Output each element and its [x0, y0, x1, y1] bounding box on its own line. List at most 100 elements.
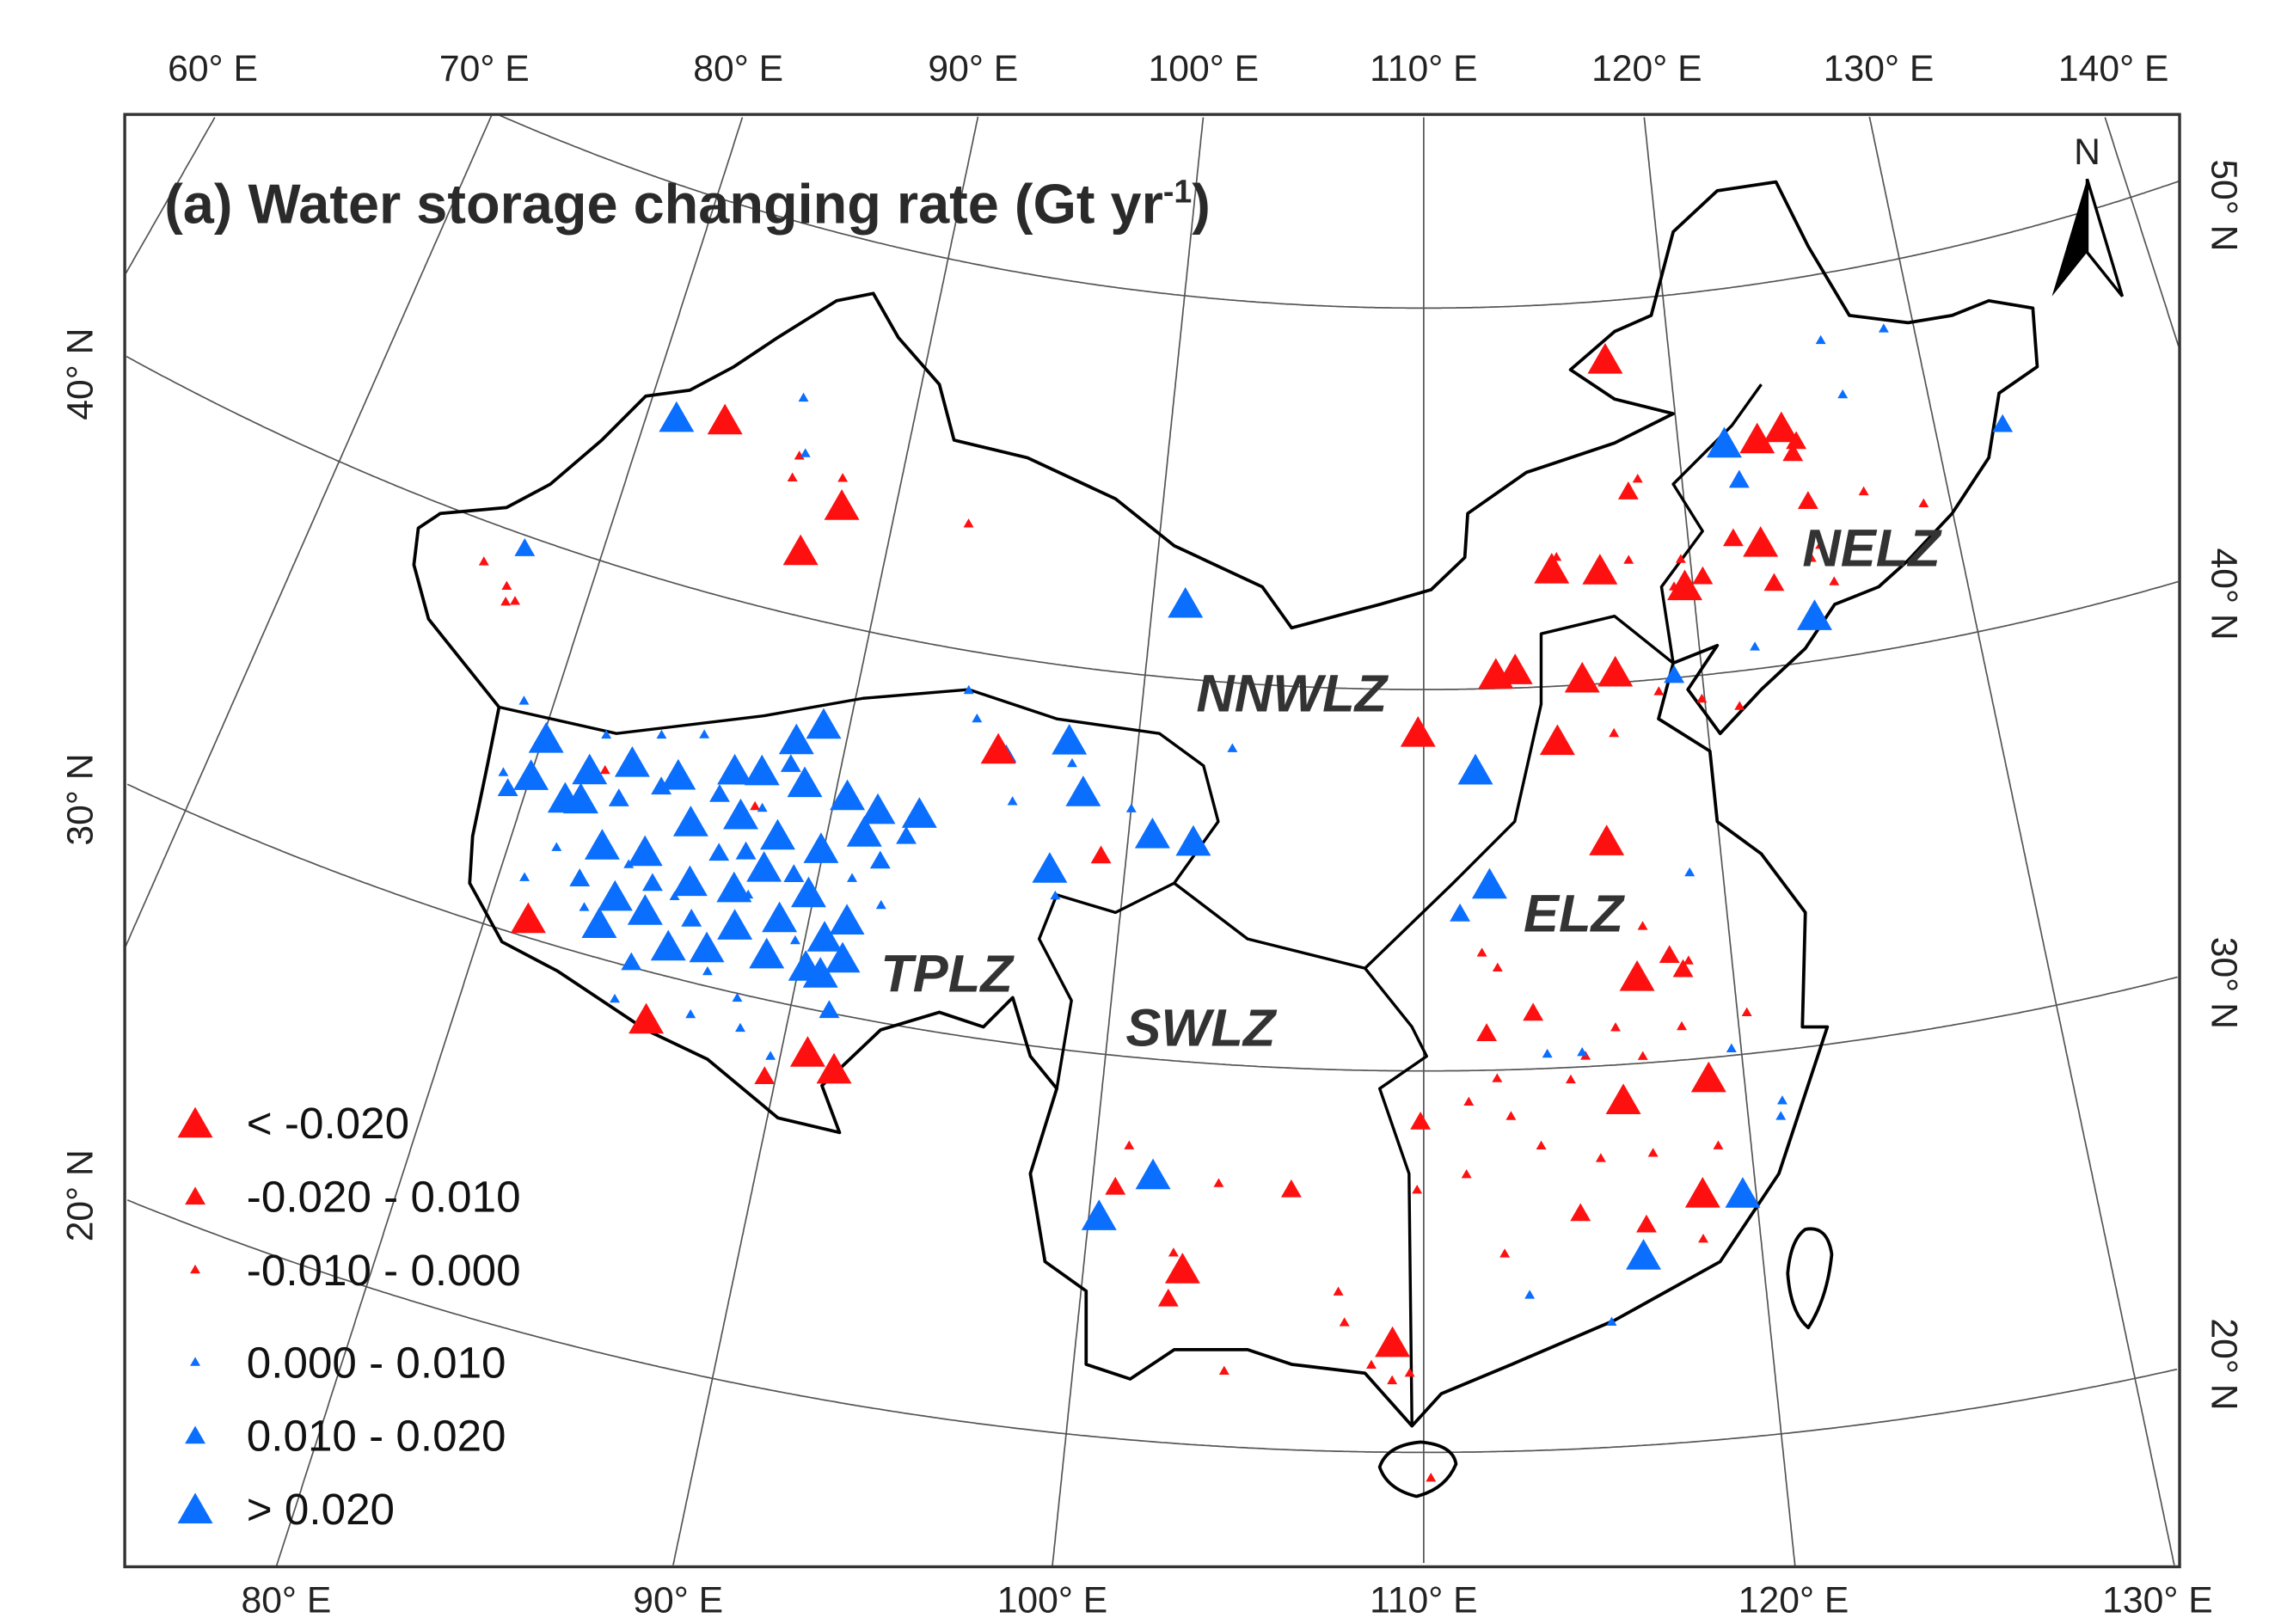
decrease-station-marker-r1: [1647, 1148, 1659, 1157]
increase-station-marker-b1: [685, 1008, 696, 1019]
decrease-station-marker-r1: [1213, 1178, 1224, 1187]
increase-station-marker-b3: [1471, 867, 1507, 899]
increase-station-marker-b3: [1135, 1158, 1171, 1190]
increase-station-marker-b1: [699, 729, 710, 738]
increase-station-marker-b2: [819, 1000, 840, 1019]
increase-station-marker-b3: [1175, 824, 1211, 856]
parallel-line: [126, 1199, 2178, 1454]
increase-station-marker-b2: [780, 754, 801, 772]
increase-station-marker-b3: [614, 746, 650, 777]
decrease-station-marker-r3: [510, 902, 546, 934]
parallel-line: [126, 355, 2179, 690]
decrease-station-marker-r3: [1539, 724, 1575, 756]
increase-station-marker-b3: [689, 931, 725, 963]
decrease-station-marker-r2: [1636, 1214, 1657, 1233]
decrease-station-marker-r1: [1463, 1096, 1475, 1106]
top-tick-label: 70° E: [439, 48, 530, 89]
left-tick-label: 20° N: [60, 1149, 101, 1241]
decrease-station-marker-r1: [510, 596, 521, 605]
left-axis-labels: 40° N 30° N 20° N: [60, 328, 101, 1242]
decrease-station-marker-r3: [1534, 552, 1570, 584]
increase-station-marker-b3: [660, 758, 696, 790]
legend-label: -0.010 - 0.000: [247, 1246, 521, 1295]
decrease-station-marker-r3: [789, 1036, 825, 1067]
decrease-station-marker-r3: [1743, 525, 1779, 557]
increase-station-marker-b3: [744, 754, 780, 786]
increase-station-marker-b3: [1168, 586, 1204, 618]
decrease-station-marker-r1: [1637, 921, 1648, 930]
increase-station-marker-b2: [735, 841, 757, 860]
decrease-station-marker-r1: [1741, 1007, 1752, 1016]
increase-station-marker-b3: [787, 766, 823, 798]
increase-station-marker-b2: [896, 825, 917, 844]
right-tick-label: 30° N: [2204, 937, 2245, 1029]
zone-boundary-tplz: [499, 688, 1220, 1089]
increase-station-marker-b3: [1796, 599, 1832, 630]
increase-station-marker-b1: [732, 992, 743, 1002]
title-superscript: -1: [1163, 173, 1192, 209]
increase-station-marker-b1: [1837, 389, 1849, 399]
left-tick-label: 30° N: [60, 753, 101, 845]
meridian-line: [1643, 117, 1796, 1567]
bottom-tick-label: 120° E: [1738, 1579, 1849, 1621]
decrease-station-marker-r2: [1672, 959, 1694, 977]
decrease-station-marker-r2: [754, 1066, 776, 1085]
decrease-station-marker-r1: [1333, 1286, 1344, 1296]
increase-station-marker-b3: [1706, 426, 1742, 458]
top-tick-label: 90° E: [928, 48, 1018, 89]
increase-station-marker-b1: [498, 767, 509, 776]
increase-station-marker-b3: [659, 401, 695, 432]
decrease-station-marker-r1: [1565, 1074, 1576, 1084]
decrease-station-marker-r3: [980, 732, 1016, 764]
increase-station-marker-b1: [1684, 867, 1696, 877]
decrease-station-marker-r1: [1675, 554, 1686, 563]
increase-station-marker-b2: [1664, 665, 1685, 683]
increase-station-marker-b1: [1606, 1316, 1617, 1326]
increase-station-marker-b3: [650, 929, 686, 961]
increase-station-marker-b1: [1750, 641, 1761, 651]
decrease-station-marker-r1: [478, 556, 489, 566]
increase-station-marker-b1: [1577, 1046, 1588, 1057]
decrease-station-marker-r1: [794, 450, 805, 460]
decrease-station-marker-r3: [782, 534, 819, 566]
decrease-station-marker-r1: [1595, 1153, 1606, 1162]
increase-station-marker-b2: [1450, 903, 1471, 922]
increase-station-marker-b1: [1775, 1111, 1787, 1120]
increase-station-marker-b3: [528, 721, 564, 753]
legend: < -0.020 -0.020 - 0.010 -0.010 - 0.000 0…: [177, 1099, 521, 1534]
decrease-station-marker-r1: [1218, 1365, 1229, 1375]
decrease-station-marker-r2: [1797, 491, 1818, 509]
decrease-station-marker-r1: [501, 580, 512, 591]
top-tick-label: 110° E: [1370, 48, 1477, 89]
decrease-station-marker-r2: [1410, 1111, 1432, 1130]
increase-station-marker-b3: [716, 871, 752, 903]
decrease-station-marker-r1: [1461, 1168, 1472, 1179]
decrease-station-marker-r1: [1918, 498, 1929, 508]
legend-item: -0.010 - 0.000: [190, 1246, 521, 1295]
decrease-station-marker-r1: [1698, 1234, 1709, 1243]
parallel-line: [499, 114, 2179, 309]
increase-station-marker-b1: [765, 1051, 776, 1060]
decrease-station-marker-r3: [1582, 554, 1618, 585]
increase-station-marker-b2: [497, 778, 518, 797]
parallel-line: [126, 783, 2178, 1072]
top-tick-label: 130° E: [1824, 48, 1935, 89]
decrease-station-marker-r3: [1684, 1177, 1720, 1208]
increase-station-marker-b1: [551, 842, 562, 851]
increase-station-marker-b1: [656, 729, 667, 739]
increase-station-marker-b1: [610, 993, 620, 1003]
meridian-line: [125, 117, 216, 274]
increase-station-marker-b3: [803, 832, 839, 863]
station-markers: [478, 323, 2014, 1482]
decrease-station-marker-r3: [1587, 342, 1623, 374]
increase-station-marker-b3: [723, 798, 758, 830]
increase-station-marker-b1: [972, 713, 983, 723]
decrease-station-marker-r1: [1806, 553, 1817, 562]
increase-station-marker-b1: [519, 872, 530, 881]
increase-station-marker-b2: [708, 843, 730, 861]
decrease-station-marker-r2: [1280, 1179, 1302, 1198]
increase-station-marker-b1: [1066, 757, 1077, 768]
bottom-tick-label: 130° E: [2102, 1579, 2213, 1621]
decrease-station-marker-r2: [1523, 1002, 1544, 1021]
increase-station-marker-b1: [1726, 1043, 1737, 1052]
